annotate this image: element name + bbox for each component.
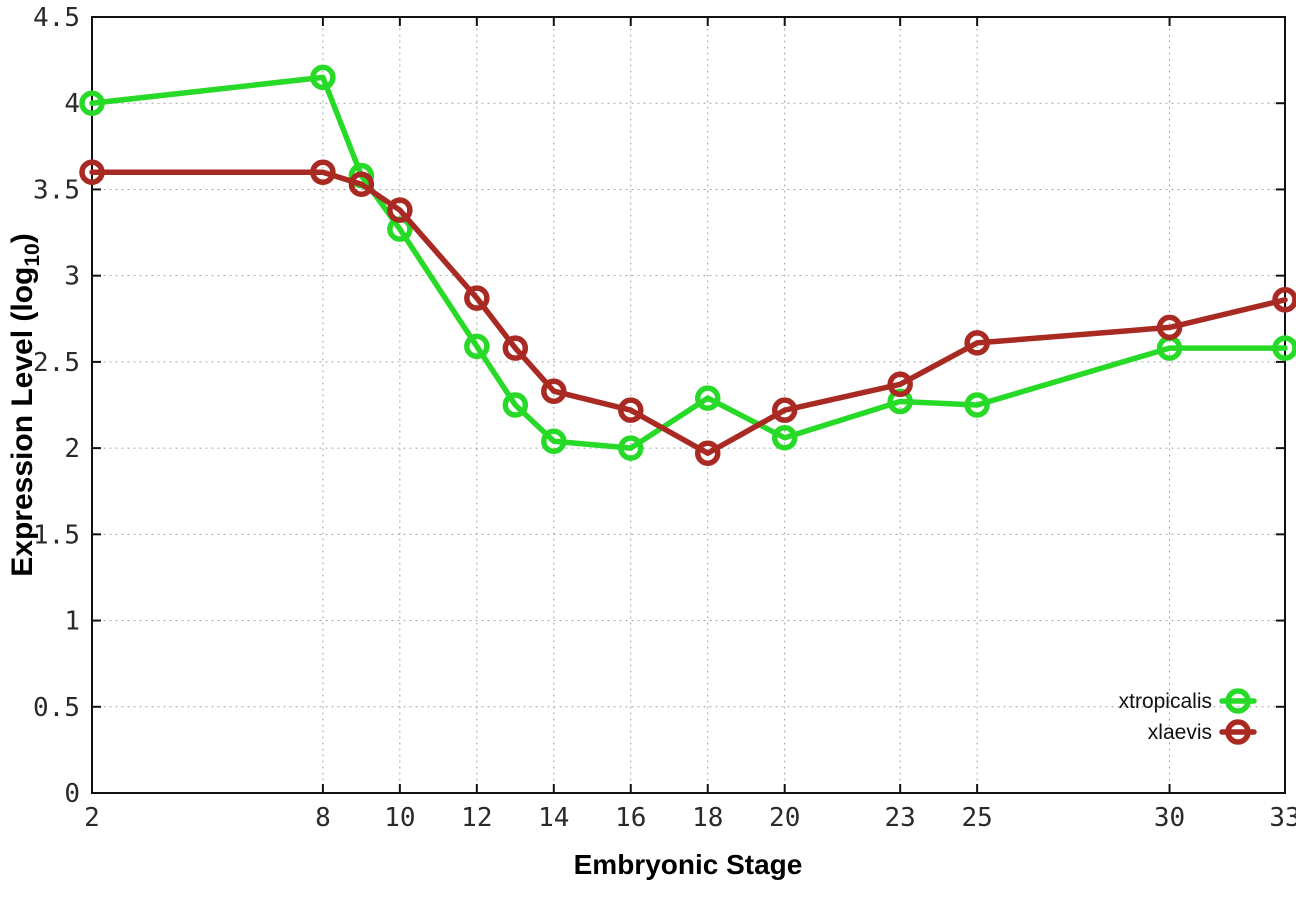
data-point-xlaevis: [887, 371, 913, 398]
x-tick-label: 14: [538, 803, 569, 833]
series-line-xtropicalis: [89, 74, 1288, 451]
data-point-xlaevis: [964, 330, 990, 356]
data-point-xlaevis: [618, 397, 644, 423]
x-tick-label: 33: [1269, 803, 1296, 833]
data-point-xtropicalis: [79, 90, 105, 116]
x-tick-label: 16: [615, 803, 646, 833]
data-point-xlaevis: [1156, 314, 1183, 341]
y-tick-label: 3: [64, 262, 80, 292]
plot-border: [91, 16, 1286, 794]
data-point-xtropicalis: [887, 388, 913, 415]
x-tick-label: 2: [84, 803, 100, 833]
data-point-xlaevis: [387, 197, 413, 223]
y-tick-label: 2.5: [33, 348, 80, 378]
y-tick-label: 0.5: [33, 693, 80, 723]
data-point-xlaevis: [79, 159, 105, 185]
data-point-xtropicalis: [464, 333, 490, 360]
x-tick-label: 25: [961, 803, 992, 833]
x-tick-label: 12: [461, 803, 492, 833]
data-point-xlaevis: [348, 171, 375, 198]
x-tick-label: 8: [315, 803, 331, 833]
y-tick-label: 1: [64, 607, 80, 637]
x-tick-label: 20: [769, 803, 800, 833]
data-point-xlaevis: [694, 440, 721, 467]
legend-label-xtropicalis: xtropicalis: [1119, 690, 1212, 713]
y-tick-label: 2: [64, 434, 80, 464]
data-point-xlaevis: [502, 335, 529, 361]
data-point-xtropicalis: [310, 64, 336, 91]
axis-ticks: [91, 16, 1286, 794]
legend-label-xlaevis: xlaevis: [1148, 721, 1212, 744]
data-point-xtropicalis: [618, 435, 644, 461]
y-tick-label: 0: [64, 779, 80, 809]
data-point-xtropicalis: [502, 392, 529, 418]
legend-marker-sample: [1225, 719, 1251, 745]
x-tick-label: 10: [384, 803, 415, 833]
data-point-xtropicalis: [694, 385, 721, 411]
x-axis-title: Embryonic Stage: [574, 849, 803, 880]
data-point-xtropicalis: [964, 392, 990, 418]
data-point-xlaevis: [1272, 287, 1296, 313]
legend-marker-sample: [1225, 688, 1251, 714]
legend-item-xtropicalis: xtropicalis: [1119, 688, 1257, 714]
y-tick-label: 1.5: [33, 520, 80, 550]
y-tick-label: 3.5: [33, 175, 80, 205]
data-point-xtropicalis: [1272, 335, 1296, 361]
legend: xtropicalis xlaevis: [1119, 688, 1257, 745]
y-axis-title: Expression Level (log10): [6, 233, 44, 576]
data-point-xlaevis: [464, 285, 490, 311]
data-point-xlaevis: [771, 397, 798, 423]
y-tick-label: 4.5: [33, 3, 80, 33]
x-tick-label: 18: [692, 803, 723, 833]
x-tick-label: 23: [885, 803, 916, 833]
y-tick-label: 4: [64, 89, 80, 119]
data-point-xtropicalis: [541, 428, 567, 454]
data-point-xlaevis: [541, 378, 567, 404]
data-point-xtropicalis: [771, 425, 798, 451]
gridlines: [91, 16, 1286, 794]
y-tick-labels: 0 0.5 1 1.5 2 2.5 3 3.5 4 4.5: [33, 3, 80, 809]
data-series: [79, 64, 1296, 467]
x-tick-labels: 2 8 10 12 14 16 18 20 23 25 30 33: [84, 803, 1296, 833]
x-tick-label: 30: [1154, 803, 1185, 833]
legend-item-xlaevis: xlaevis: [1148, 719, 1257, 745]
data-point-xlaevis: [310, 159, 336, 185]
